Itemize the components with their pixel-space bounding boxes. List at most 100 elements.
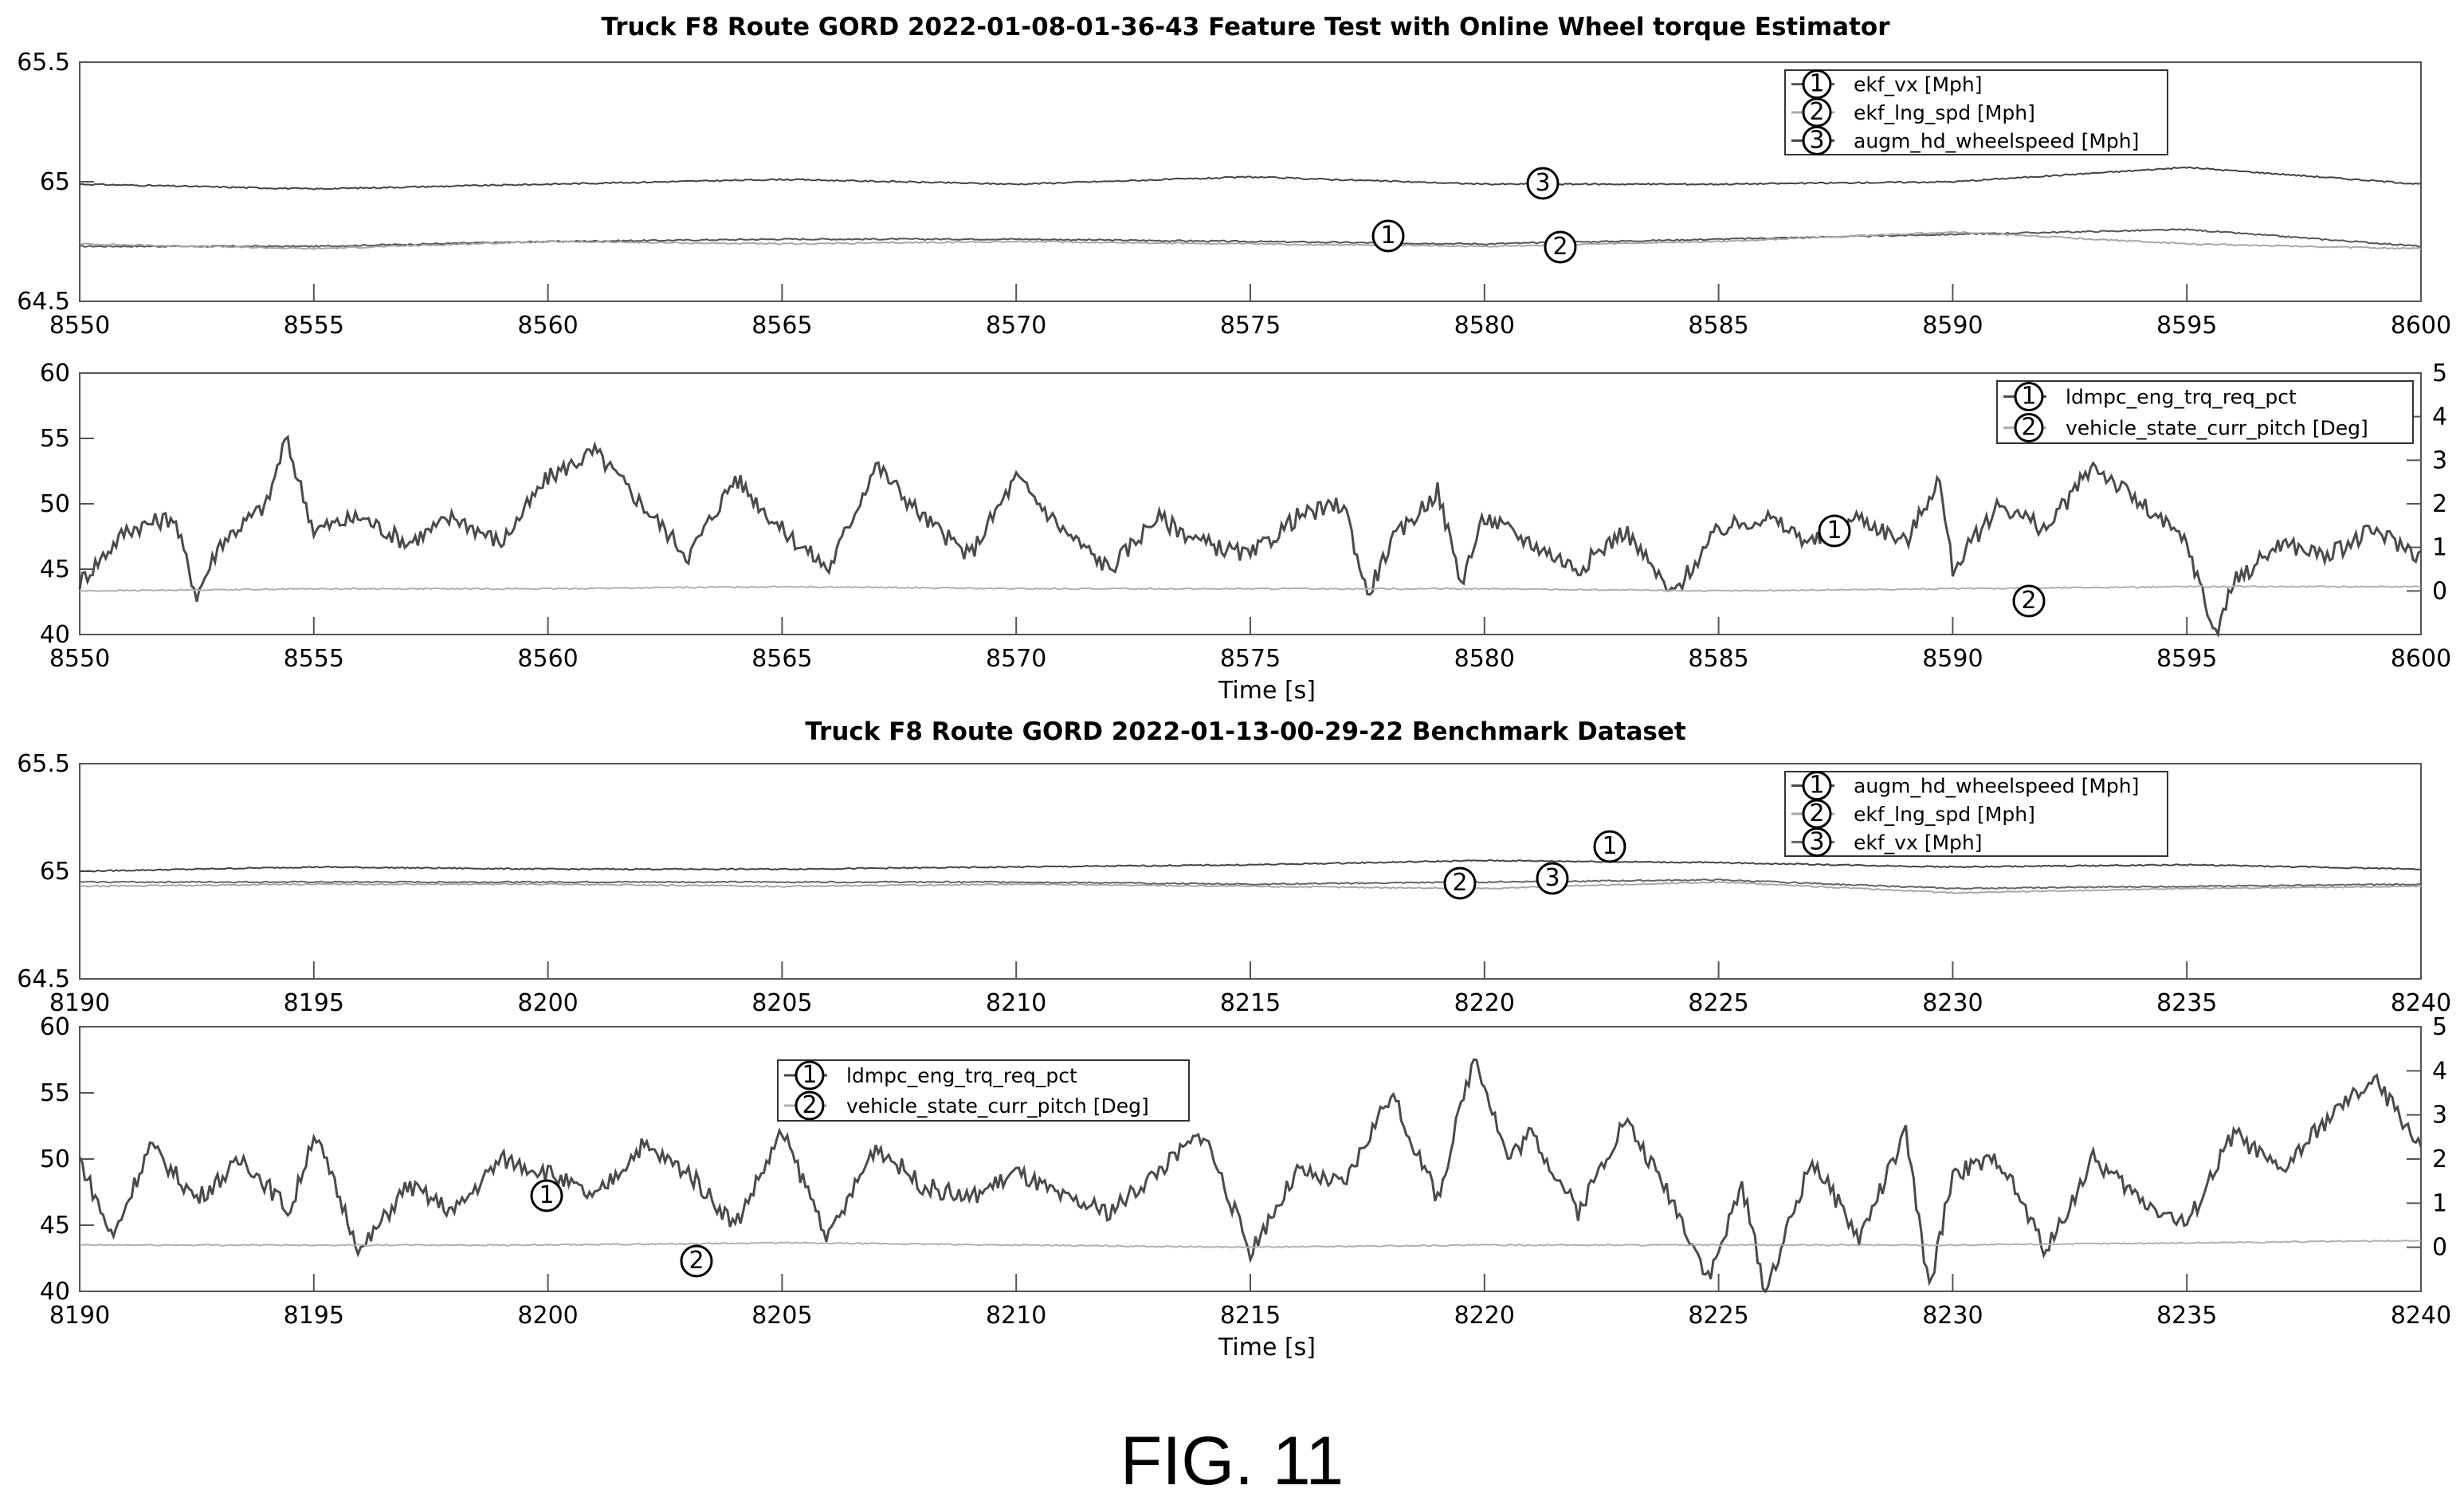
y2-tick-label: 3 xyxy=(2432,446,2447,474)
series-marker-circle xyxy=(1593,830,1626,863)
x-tick-label: 8210 xyxy=(986,989,1046,1017)
x-tick-label: 8225 xyxy=(1688,989,1748,1017)
y2-tick-label: 3 xyxy=(2432,1102,2447,1130)
series-marker-number: 2 xyxy=(1552,233,1567,261)
x-tick-label: 8555 xyxy=(284,312,344,340)
legend-box xyxy=(1784,771,2168,857)
x-axis-label-1: Time [s] xyxy=(1218,677,1316,705)
series-marker-number: 1 xyxy=(1380,222,1395,250)
series-line-1 xyxy=(79,228,2422,248)
y2-tick-label: 2 xyxy=(2432,1145,2447,1173)
y2-tick-label: 5 xyxy=(2432,1013,2447,1041)
legend-marker-number: 1 xyxy=(1809,772,1824,800)
legend-entry: ekf_vx [Mph] xyxy=(1854,73,1983,96)
y-tick-label: 65.5 xyxy=(17,49,70,77)
x-tick-label: 8550 xyxy=(49,645,110,673)
legend-marker-number: 1 xyxy=(2021,383,2036,411)
bottom-panel-title: Truck F8 Route GORD 2022-01-13-00-29-22 … xyxy=(805,717,1686,746)
panel-3: 8190 8195 8200 8205 8210 8215 8220 8225 8230 8235… xyxy=(17,750,2451,1017)
legend-marker-circle xyxy=(2014,382,2044,411)
series-line-1 xyxy=(79,859,2422,873)
x-tick-label: 8200 xyxy=(517,1302,578,1330)
x-tick-label: 8575 xyxy=(1220,312,1281,340)
x-tick-label: 8240 xyxy=(2391,1302,2451,1330)
series-marker-circle xyxy=(1544,230,1577,264)
y2-tick-label: 2 xyxy=(2432,490,2447,518)
series-marker-circle xyxy=(680,1244,713,1278)
legend-entry: vehicle_state_curr_pitch [Deg] xyxy=(2066,417,2368,440)
x-tick-label: 8210 xyxy=(986,1302,1046,1330)
x-tick-label: 8585 xyxy=(1688,645,1748,673)
x-tick-label: 8555 xyxy=(284,645,344,673)
x-tick-label: 8215 xyxy=(1220,989,1281,1017)
x-tick-label: 8190 xyxy=(49,989,110,1017)
legend-entry: ekf_vx [Mph] xyxy=(1854,831,1983,854)
series-marker-circle xyxy=(1371,219,1405,253)
x-tick-label: 8595 xyxy=(2156,312,2217,340)
panel-2: 8550 8555 8560 8565 8570 8575 8580 8585 8590 8595… xyxy=(40,360,2451,673)
legend-marker-circle xyxy=(795,1060,825,1090)
x-tick-label: 8590 xyxy=(1922,312,1983,340)
legend-marker-number: 2 xyxy=(802,1091,817,1119)
series-marker-number: 1 xyxy=(1602,832,1617,860)
x-tick-label: 8595 xyxy=(2156,645,2217,673)
x-tick-label: 8230 xyxy=(1922,989,1983,1017)
y2-tick-label: 1 xyxy=(2432,1189,2447,1217)
series-marker-number: 3 xyxy=(1544,864,1560,892)
series-marker-circle xyxy=(2012,584,2046,618)
x-tick-label: 8560 xyxy=(517,645,578,673)
y-tick-label: 40 xyxy=(40,621,70,649)
series-marker-number: 2 xyxy=(2021,587,2036,615)
legend-marker-number: 1 xyxy=(1809,70,1824,98)
legend-marker-number: 3 xyxy=(1809,827,1824,855)
x-tick-label: 8550 xyxy=(49,312,110,340)
x-tick-label: 8215 xyxy=(1220,1302,1281,1330)
y2-tick-label: 5 xyxy=(2432,360,2447,387)
series-line-3 xyxy=(79,166,2422,191)
x-tick-label: 8575 xyxy=(1220,645,1281,673)
series-line-2 xyxy=(79,230,2422,250)
series-marker-circle xyxy=(1536,862,1569,895)
y-tick-label: 65 xyxy=(40,858,70,886)
x-tick-label: 8235 xyxy=(2156,1302,2217,1330)
x-tick-label: 8225 xyxy=(1688,1302,1748,1330)
legend-marker-circle xyxy=(1802,827,1832,857)
legend-entry: ekf_lng_spd [Mph] xyxy=(1854,803,2035,826)
legend-marker-number: 3 xyxy=(1809,126,1824,154)
x-tick-label: 8205 xyxy=(751,989,812,1017)
legend-marker-circle xyxy=(795,1090,825,1121)
x-tick-label: 8600 xyxy=(2391,645,2451,673)
x-axis-label-2: Time [s] xyxy=(1218,1334,1316,1362)
y-tick-label: 60 xyxy=(40,360,70,387)
y-tick-label: 64.5 xyxy=(17,965,70,993)
y-tick-label: 64.5 xyxy=(17,288,70,316)
y-tick-label: 50 xyxy=(40,490,70,518)
series-line-2 xyxy=(79,585,2422,593)
x-tick-label: 8220 xyxy=(1454,989,1515,1017)
legend-entry: augm_hd_wheelspeed [Mph] xyxy=(1854,129,2139,152)
x-tick-label: 8195 xyxy=(284,1302,344,1330)
y2-tick-label: 4 xyxy=(2432,1057,2447,1085)
y-tick-label: 40 xyxy=(40,1278,70,1306)
series-marker-number: 1 xyxy=(1826,517,1842,544)
series-line-3 xyxy=(79,878,2422,890)
x-tick-label: 8590 xyxy=(1922,645,1983,673)
x-tick-label: 8190 xyxy=(49,1302,110,1330)
x-tick-label: 8580 xyxy=(1454,312,1515,340)
legend-entry: ldmpc_eng_trq_req_pct xyxy=(2066,386,2297,409)
y2-tick-label: 1 xyxy=(2432,534,2447,562)
series-marker-circle xyxy=(1818,514,1851,548)
legend-marker-circle xyxy=(1802,125,1832,155)
y2-tick-label: 4 xyxy=(2432,403,2447,431)
series-line-2 xyxy=(79,1239,2422,1249)
series-marker-circle xyxy=(1526,167,1560,200)
x-tick-label: 8230 xyxy=(1922,1302,1983,1330)
series-marker-number: 1 xyxy=(539,1181,554,1209)
x-tick-label: 8205 xyxy=(751,1302,812,1330)
series-line-1 xyxy=(78,1058,2423,1294)
top-panel-title: Truck F8 Route GORD 2022-01-08-01-36-43 … xyxy=(602,13,1891,41)
legend-entry: ldmpc_eng_trq_req_pct xyxy=(846,1064,1077,1087)
y-tick-label: 55 xyxy=(40,1079,70,1107)
y-tick-label: 65 xyxy=(40,168,70,196)
series-marker-circle xyxy=(1443,866,1477,900)
